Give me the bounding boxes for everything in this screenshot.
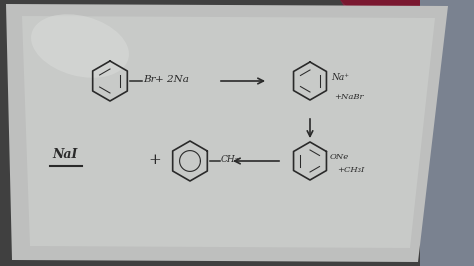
Ellipse shape (31, 14, 129, 78)
Text: ONe: ONe (330, 153, 349, 161)
Text: Br: Br (143, 76, 155, 85)
Text: NaI: NaI (52, 148, 77, 161)
Text: +CH₃I: +CH₃I (337, 166, 364, 174)
Polygon shape (6, 4, 448, 262)
Polygon shape (22, 16, 435, 248)
Text: +: + (148, 153, 161, 167)
Text: CH₂: CH₂ (221, 156, 239, 164)
Text: Na⁺: Na⁺ (331, 73, 349, 82)
Text: + 2Na: + 2Na (155, 76, 189, 85)
Polygon shape (290, 0, 474, 126)
Polygon shape (340, 0, 474, 206)
Polygon shape (420, 0, 474, 266)
Text: +NaBr: +NaBr (334, 93, 364, 101)
